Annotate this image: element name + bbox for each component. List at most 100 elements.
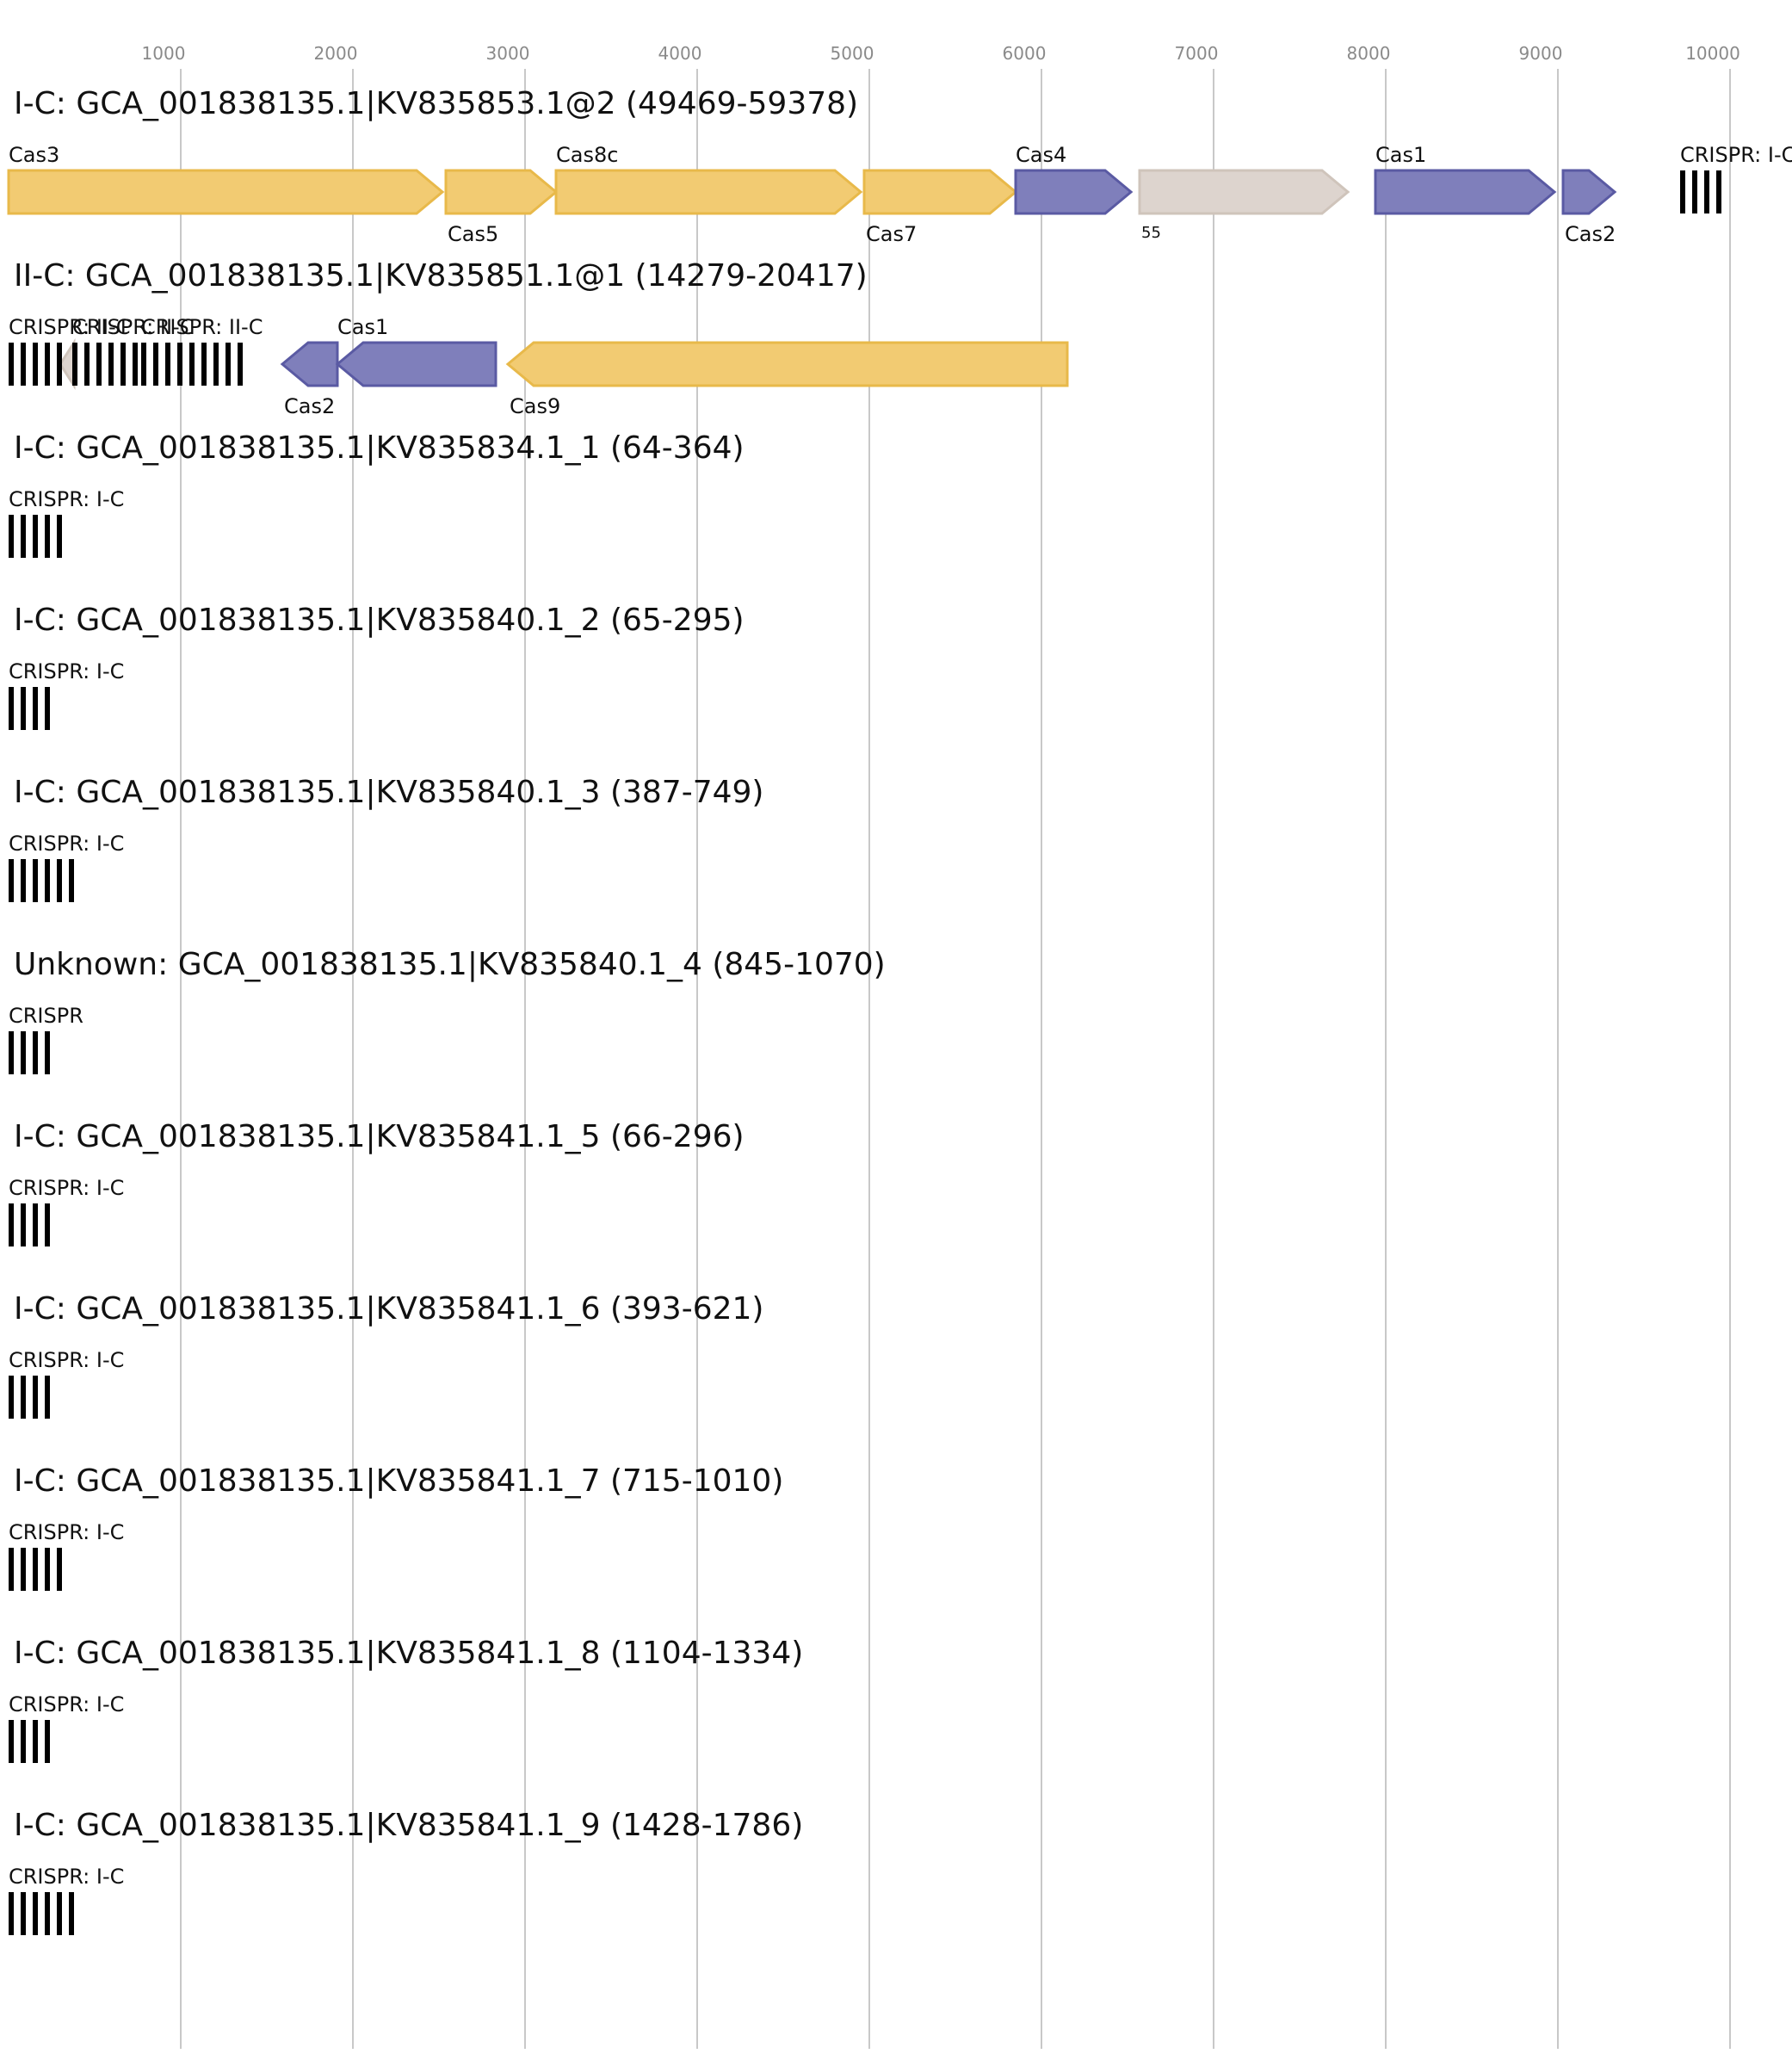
- crispr-repeat-bar: [9, 1376, 14, 1419]
- crispr-repeat-bar: [1704, 170, 1709, 213]
- axis-tick-label: 4000: [658, 43, 702, 64]
- crispr-repeat-bar: [69, 859, 74, 902]
- gene-label: Cas9: [510, 394, 561, 418]
- crispr-repeat-bar: [96, 343, 102, 386]
- gene-label: Cas1: [337, 315, 389, 339]
- gridline: [1213, 69, 1214, 2049]
- crispr-repeat-bar: [21, 515, 26, 558]
- crispr-repeat-bar: [57, 343, 62, 386]
- axis-tick-label: 9000: [1518, 43, 1563, 64]
- gene-label: Cas3: [9, 143, 60, 167]
- crispr-repeat-bar: [21, 1031, 26, 1074]
- gene-cas9: [505, 341, 1069, 387]
- crispr-label: CRISPR: I-C: [9, 1520, 125, 1544]
- crispr-label: CRISPR: [9, 1004, 83, 1028]
- crispr-repeat-bar: [213, 343, 219, 386]
- gene-label: Cas4: [1016, 143, 1067, 167]
- axis-tick-label: 8000: [1346, 43, 1391, 64]
- crispr-repeat-bar: [1692, 170, 1697, 213]
- crispr-repeat-bar: [57, 1892, 62, 1935]
- crispr-repeat-bar: [1716, 170, 1721, 213]
- crispr-repeat-bar: [45, 1720, 50, 1763]
- track-title: I-C: GCA_001838135.1|KV835841.1_8 (1104-…: [14, 1636, 804, 1671]
- crispr-repeat-bar: [238, 343, 243, 386]
- crispr-repeat-bar: [21, 1548, 26, 1591]
- axis-tick-label: 2000: [313, 43, 358, 64]
- gene-cas3: [7, 169, 445, 215]
- crispr-repeat-bar: [72, 343, 77, 386]
- crispr-repeat-bar: [177, 343, 182, 386]
- crispr-repeat-bar: [45, 343, 50, 386]
- crispr-repeat-bar: [33, 687, 38, 730]
- crispr-repeat-bar: [33, 343, 38, 386]
- crispr-repeat-bar: [57, 859, 62, 902]
- crispr-repeat-bar: [153, 343, 158, 386]
- crispr-repeat-bar: [45, 687, 50, 730]
- crispr-repeat-bar: [1680, 170, 1685, 213]
- gene-cas2: [280, 341, 339, 387]
- gridline: [1729, 69, 1731, 2049]
- gene-cas1: [1374, 169, 1557, 215]
- track-title: I-C: GCA_001838135.1|KV835841.1_9 (1428-…: [14, 1808, 804, 1843]
- gene-label: Cas1: [1375, 143, 1427, 167]
- crispr-label: CRISPR: II-C: [9, 315, 131, 339]
- crispr-repeat-bar: [45, 1203, 50, 1246]
- crispr-repeat-bar: [33, 515, 38, 558]
- crispr-label: CRISPR: I-C: [9, 832, 125, 856]
- crispr-repeat-bar: [9, 515, 14, 558]
- crispr-repeat-bar: [201, 343, 207, 386]
- crispr-repeat-bar: [57, 515, 62, 558]
- crispr-repeat-bar: [45, 1031, 50, 1074]
- crispr-repeat-bar: [165, 343, 170, 386]
- track-title: I-C: GCA_001838135.1|KV835840.1_2 (65-29…: [14, 603, 745, 638]
- crispr-repeat-bar: [45, 515, 50, 558]
- crispr-repeat-bar: [45, 1376, 50, 1419]
- gridline: [180, 69, 182, 2049]
- gridline: [1385, 69, 1387, 2049]
- gene-label: Cas5: [448, 222, 499, 246]
- gridline: [352, 69, 354, 2049]
- crispr-repeat-bar: [141, 343, 146, 386]
- gene-cas4: [1014, 169, 1134, 215]
- gene-label: 55: [1141, 224, 1161, 242]
- crispr-repeat-bar: [9, 1720, 14, 1763]
- track-title: I-C: GCA_001838135.1|KV835841.1_6 (393-6…: [14, 1291, 764, 1327]
- crispr-repeat-bar: [21, 1892, 26, 1935]
- axis-tick-label: 7000: [1174, 43, 1219, 64]
- crispr-label: CRISPR: II-C: [141, 315, 263, 339]
- crispr-label: CRISPR: I-C: [9, 1692, 125, 1717]
- crispr-repeat-bar: [9, 687, 14, 730]
- gridline: [1041, 69, 1042, 2049]
- axis-tick-label: 1000: [141, 43, 186, 64]
- crispr-repeat-bar: [69, 1892, 74, 1935]
- crispr-repeat-bar: [33, 859, 38, 902]
- crispr-label: CRISPR: I-C: [9, 1348, 125, 1372]
- axis-tick-label: 10000: [1685, 43, 1740, 64]
- crispr-repeat-bar: [45, 859, 50, 902]
- crispr-repeat-bar: [9, 1203, 14, 1246]
- crispr-repeat-bar: [33, 1203, 38, 1246]
- track-title: I-C: GCA_001838135.1|KV835853.1@2 (49469…: [14, 86, 859, 121]
- crispr-repeat-bar: [189, 343, 195, 386]
- crispr-repeat-bar: [9, 1892, 14, 1935]
- crispr-repeat-bar: [21, 1203, 26, 1246]
- crispr-repeat-bar: [21, 859, 26, 902]
- crispr-label: CRISPR: I-C: [9, 659, 125, 684]
- crispr-repeat-bar: [21, 343, 26, 386]
- crispr-label: CRISPR: I-C: [9, 1176, 125, 1200]
- gene-cas8c: [554, 169, 863, 215]
- gridline: [1557, 69, 1559, 2049]
- crispr-repeat-bar: [133, 343, 138, 386]
- track-title: I-C: GCA_001838135.1|KV835841.1_5 (66-29…: [14, 1119, 745, 1154]
- crispr-repeat-bar: [33, 1031, 38, 1074]
- track-title: I-C: GCA_001838135.1|KV835840.1_3 (387-7…: [14, 775, 764, 810]
- track-title: I-C: GCA_001838135.1|KV835834.1_1 (64-36…: [14, 430, 745, 466]
- track-title: II-C: GCA_001838135.1|KV835851.1@1 (1427…: [14, 258, 868, 294]
- gene-cas1: [335, 341, 497, 387]
- crispr-repeat-bar: [21, 1376, 26, 1419]
- track-title: Unknown: GCA_001838135.1|KV835840.1_4 (8…: [14, 947, 886, 982]
- crispr-label: CRISPR: I-C: [9, 487, 125, 511]
- crispr-repeat-bar: [21, 687, 26, 730]
